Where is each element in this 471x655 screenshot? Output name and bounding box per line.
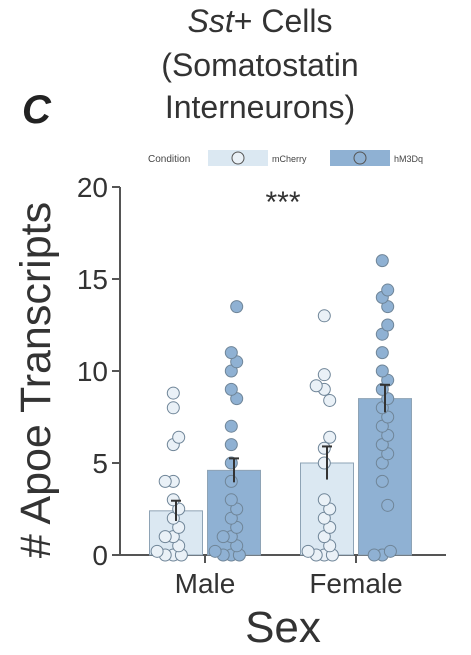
data-point (383, 544, 397, 558)
legend-entry-label: hM3Dq (394, 154, 423, 164)
legend-marker (353, 151, 367, 165)
x-axis-label: Sex (245, 603, 321, 652)
data-point (317, 441, 331, 455)
data-point (317, 493, 331, 507)
data-point (158, 530, 172, 544)
data-point (323, 430, 337, 444)
data-point (158, 474, 172, 488)
y-tick-label: 15 (77, 264, 108, 295)
y-tick-label: 10 (77, 356, 108, 387)
panel-label: C (22, 88, 51, 132)
data-point (224, 382, 238, 396)
y-tick-label: 0 (92, 540, 108, 571)
data-point (166, 401, 180, 415)
data-point (375, 364, 389, 378)
data-point (224, 419, 238, 433)
chart-title-line-1: Sst+ Cells (110, 0, 410, 42)
data-point (375, 346, 389, 360)
data-point (381, 498, 395, 512)
legend-entry-label: mCherry (272, 154, 307, 164)
data-point (166, 386, 180, 400)
y-tick-label: 5 (92, 448, 108, 479)
data-point (381, 318, 395, 332)
data-point (224, 438, 238, 452)
data-point (375, 254, 389, 268)
data-point (323, 393, 337, 407)
data-point (317, 309, 331, 323)
data-point (309, 379, 323, 393)
title-rest: + Cells (233, 3, 333, 39)
data-point (230, 300, 244, 314)
data-point (208, 544, 222, 558)
data-point (317, 368, 331, 382)
x-tick-label: Female (309, 568, 402, 599)
significance-label: *** (265, 186, 300, 219)
data-point (224, 493, 238, 507)
chart-title-line-2: (Somatostatin (161, 47, 359, 83)
data-point (367, 548, 381, 562)
data-point (224, 346, 238, 360)
y-axis-label: # Apoe Transcripts (12, 202, 60, 558)
y-tick-label: 20 (77, 172, 108, 203)
x-tick-label: Male (175, 568, 236, 599)
data-point (172, 430, 186, 444)
data-point (301, 544, 315, 558)
data-point (317, 456, 331, 470)
data-point (375, 474, 389, 488)
data-point (150, 544, 164, 558)
data-point (381, 283, 395, 297)
chart-title-line-3: Interneurons) (164, 89, 356, 125)
legend-marker (231, 151, 245, 165)
title-italic-gene: Sst (187, 3, 234, 39)
data-point (224, 474, 238, 488)
legend-title: Condition (148, 154, 190, 165)
data-point (216, 530, 230, 544)
